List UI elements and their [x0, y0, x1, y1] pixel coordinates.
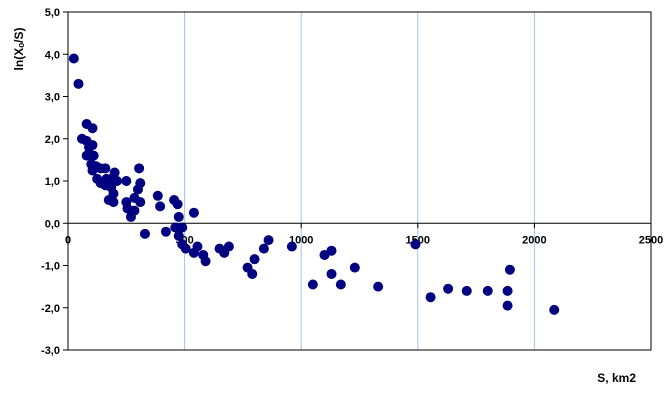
y-tick-label: 1,0 [45, 176, 60, 188]
axis-layer [67, 11, 652, 351]
data-point [108, 197, 119, 208]
data-point [307, 279, 318, 290]
data-point [286, 241, 297, 252]
tick-layer: 5,04,03,02,01,00,0-1,0-2,0-3,00500100015… [41, 7, 663, 357]
x-tick-label: 2000 [522, 234, 546, 246]
data-point [100, 163, 111, 174]
data-point [173, 230, 184, 241]
data-point [172, 199, 183, 210]
data-point [249, 254, 260, 265]
data-point [129, 205, 140, 216]
data-point [326, 245, 337, 256]
point-layer [68, 53, 560, 315]
data-point [192, 241, 203, 252]
data-point [373, 281, 384, 292]
data-point [180, 243, 191, 254]
y-axis-title: ln(Xₒ/S) [12, 28, 26, 71]
data-point [87, 165, 98, 176]
data-point [135, 197, 146, 208]
x-tick-label: 2500 [639, 234, 663, 246]
y-tick-label: 3,0 [45, 92, 60, 104]
data-point [109, 167, 120, 178]
data-point [152, 190, 163, 201]
data-point [461, 285, 472, 296]
data-point [335, 279, 346, 290]
data-point [135, 178, 146, 189]
data-point [326, 268, 337, 279]
data-point [504, 264, 515, 275]
data-point [111, 176, 122, 186]
data-point [177, 222, 188, 233]
data-point [139, 228, 150, 239]
data-point [200, 256, 211, 267]
data-point [155, 201, 166, 212]
data-point [502, 300, 513, 311]
grid-layer [184, 12, 652, 350]
y-tick-label: -1,0 [41, 261, 60, 273]
plot-border [67, 11, 652, 351]
data-point [87, 140, 98, 151]
y-tick-label: -2,0 [41, 303, 60, 315]
y-tick-label: 5,0 [45, 7, 60, 19]
data-point [502, 285, 513, 296]
data-point [81, 150, 92, 161]
data-point [188, 207, 199, 218]
data-point [349, 262, 360, 273]
data-point [170, 222, 181, 233]
data-point [223, 241, 234, 252]
x-tick-label: 0 [65, 234, 71, 246]
data-point [87, 123, 98, 134]
data-point [247, 268, 258, 279]
data-point [88, 150, 99, 161]
data-point [549, 304, 560, 315]
x-axis-title: S, km2 [597, 371, 636, 385]
data-point [482, 285, 493, 296]
data-point [258, 243, 269, 254]
data-point [443, 283, 454, 294]
data-point [73, 78, 84, 89]
data-point [425, 292, 436, 303]
y-tick-label: 0,0 [45, 218, 60, 230]
data-point [263, 235, 274, 246]
data-point [173, 211, 184, 222]
y-tick-label: -3,0 [41, 345, 60, 357]
data-point [160, 226, 171, 237]
data-point [121, 176, 132, 186]
data-point [410, 239, 421, 250]
data-point [68, 53, 79, 64]
data-point [134, 163, 145, 174]
y-tick-label: 4,0 [45, 49, 60, 61]
y-tick-label: 2,0 [45, 134, 60, 146]
